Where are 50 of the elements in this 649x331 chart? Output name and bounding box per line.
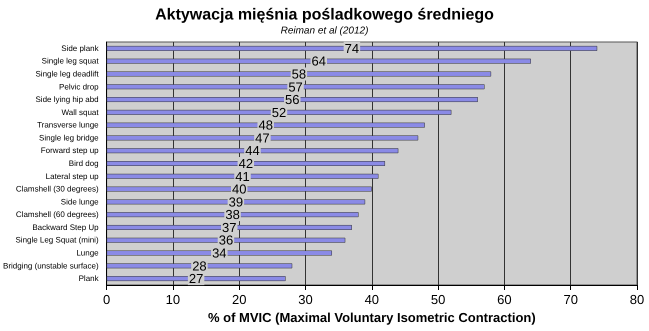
y-tick-label: Forward step up xyxy=(40,146,100,156)
y-tick-label: Side lunge xyxy=(60,197,100,206)
data-label: 34 xyxy=(212,246,227,261)
y-tick-label: Transverse lunge xyxy=(37,120,100,130)
y-tick-label: Pelvic drop xyxy=(59,82,100,92)
data-label: 28 xyxy=(192,258,207,274)
data-label: 40 xyxy=(232,182,246,197)
y-tick-label: Single leg bridge xyxy=(38,133,100,142)
data-label: 42 xyxy=(238,156,254,171)
data-label: 52 xyxy=(272,104,286,120)
y-tick-label: Side plank xyxy=(61,44,100,53)
y-tick-label: Bird dog xyxy=(68,159,99,168)
y-tick-label: Plank xyxy=(78,274,100,284)
x-tick-label: 0 xyxy=(102,292,110,307)
x-tick-label: 50 xyxy=(430,292,446,307)
chart-title: Aktywacja mięśnia pośladkowego średniego xyxy=(155,6,494,24)
data-label: 38 xyxy=(225,207,240,222)
data-label: 36 xyxy=(218,232,234,248)
x-tick-label: 20 xyxy=(232,292,246,307)
data-label: 56 xyxy=(285,92,300,108)
y-tick-label: Wall squat xyxy=(62,108,100,117)
x-tick-label: 80 xyxy=(630,292,644,307)
chart-subtitle: Reiman et al (2012) xyxy=(280,26,368,36)
data-label: 74 xyxy=(344,40,360,56)
x-tick-label: 70 xyxy=(563,292,578,307)
data-label: 37 xyxy=(222,220,236,235)
x-tick-label: 60 xyxy=(497,292,512,307)
y-tick-label: Single leg deadlift xyxy=(35,69,100,78)
data-label: 44 xyxy=(245,143,260,158)
data-label: 41 xyxy=(235,168,250,184)
data-label: 48 xyxy=(258,118,273,133)
data-label: 47 xyxy=(255,130,270,146)
data-label: 64 xyxy=(312,54,326,69)
x-axis-title: % of MVIC (Maximal Voluntary Isometric Contraction) xyxy=(208,310,536,325)
y-tick-label: Side lying hip abd xyxy=(35,95,99,104)
y-tick-label: Lunge xyxy=(76,248,100,258)
data-label: 39 xyxy=(228,194,244,210)
data-label: 57 xyxy=(288,79,303,94)
y-tick-label: Single Leg Squat (mini) xyxy=(15,236,99,245)
data-label: 27 xyxy=(188,271,204,286)
y-tick-label: Single leg squat xyxy=(42,56,100,66)
y-tick-label: Bridging (unstable surface) xyxy=(2,261,99,270)
x-tick-label: 40 xyxy=(364,292,380,307)
data-label: 58 xyxy=(292,66,306,82)
y-tick-label: Lateral step up xyxy=(46,172,100,181)
y-tick-label: Backward Step Up xyxy=(32,222,100,232)
x-tick-label: 10 xyxy=(166,292,180,307)
y-tick-label: Clamshell (30 degrees) xyxy=(16,184,99,194)
y-tick-label: Clamshell (60 degrees) xyxy=(16,210,99,220)
x-tick-label: 30 xyxy=(298,292,313,307)
